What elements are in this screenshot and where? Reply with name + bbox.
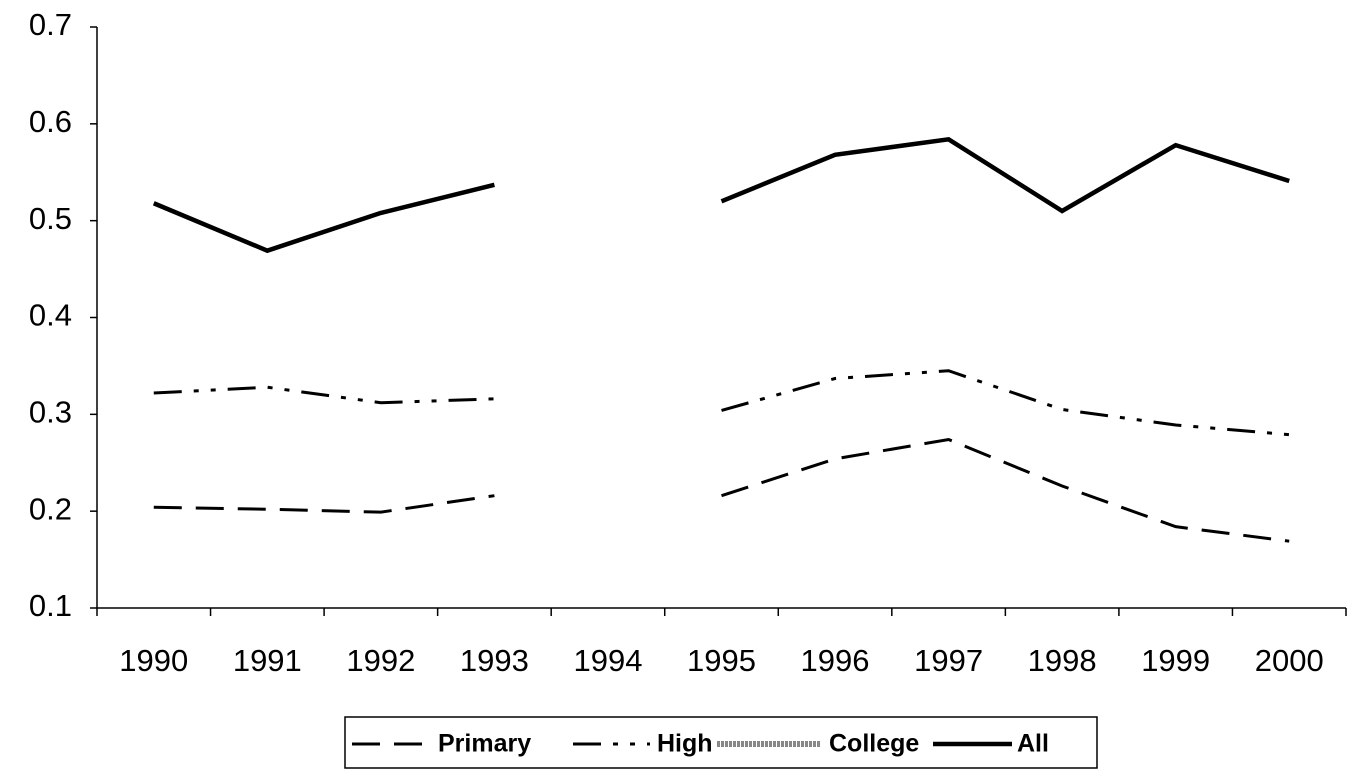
legend-label: College [829,730,919,758]
x-tick-label: 2000 [1255,643,1324,678]
series-line [153,437,1290,543]
x-tick-label: 1998 [1028,643,1097,678]
series-line [152,136,1290,254]
legend-box [344,716,1098,769]
y-tick-label: 0.3 [29,395,72,430]
y-tick-label: 0.2 [29,491,72,526]
x-tick-label: 1997 [914,643,983,678]
x-tick-label: 1994 [573,643,642,678]
y-tick-label: 0.4 [29,298,72,333]
x-tick-label: 1991 [233,643,302,678]
y-tick-label: 0.7 [29,7,72,42]
legend-label: High [657,730,713,758]
series-line [153,369,1290,437]
y-tick-label: 0.1 [29,588,72,623]
x-tick-label: 1993 [460,643,529,678]
x-tick-label: 1999 [1141,643,1210,678]
x-tick-label: 1996 [801,643,870,678]
x-tick-label: 1995 [687,643,756,678]
x-tick-label: 1992 [346,643,415,678]
x-tick-label: 1990 [119,643,188,678]
y-tick-label: 0.6 [29,104,72,139]
y-tick-label: 0.5 [29,201,72,236]
legend-label: Primary [438,730,531,758]
legend-label: All [1017,730,1049,758]
